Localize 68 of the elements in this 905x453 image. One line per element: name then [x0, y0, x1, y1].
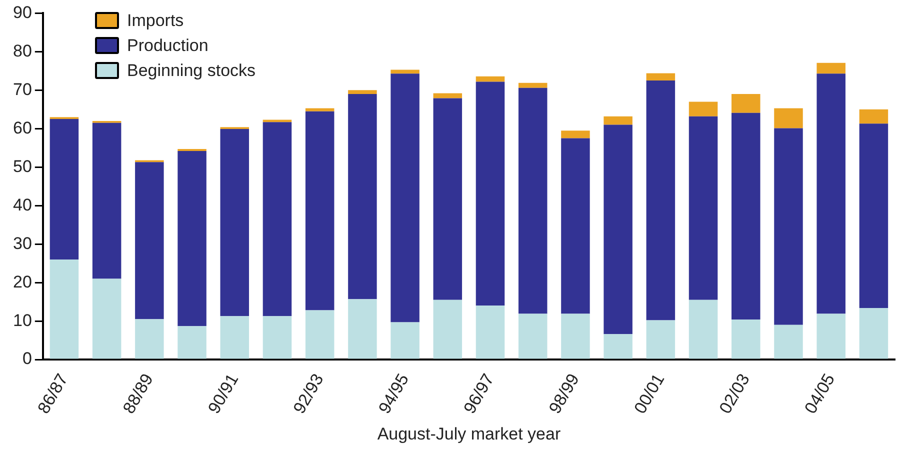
y-tick-label: 30: [12, 234, 32, 253]
bar: [433, 300, 462, 359]
bar: [604, 124, 632, 334]
bar: [262, 316, 292, 359]
bar: [518, 88, 548, 314]
bar: [262, 122, 292, 316]
bar: [476, 82, 505, 306]
bar: [859, 109, 888, 124]
bar: [390, 70, 420, 74]
bar: [92, 122, 122, 279]
y-tick-label: 10: [12, 310, 32, 330]
bar: [688, 116, 718, 300]
bar: [390, 74, 420, 322]
bar: [561, 130, 590, 138]
legend-label: Production: [127, 36, 208, 56]
bar: [604, 334, 632, 359]
y-tick-label: 0: [22, 349, 32, 368]
bar: [305, 108, 334, 112]
bar: [646, 73, 676, 81]
legend-label: Imports: [127, 10, 184, 30]
bar: [220, 129, 250, 316]
bar: [92, 278, 122, 359]
bar: [646, 80, 676, 320]
bar: [732, 320, 760, 359]
bar: [732, 94, 760, 113]
bar: [774, 324, 803, 359]
bar: [50, 119, 79, 260]
y-tick-label: 80: [12, 41, 32, 60]
bar: [774, 128, 803, 325]
bar: [178, 326, 206, 359]
bar: [518, 314, 548, 359]
bar: [732, 112, 760, 320]
bar: [135, 319, 164, 359]
bar: [518, 82, 548, 88]
x-axis-title: August-July market year: [377, 424, 561, 444]
bar: [816, 62, 846, 74]
bar: [348, 90, 377, 94]
bar: [816, 74, 846, 314]
bar: [348, 94, 377, 300]
bar: [305, 111, 334, 310]
bar: [476, 76, 505, 82]
bar: [178, 150, 206, 326]
bar: [50, 260, 79, 359]
bar: [688, 102, 718, 116]
bar: [774, 108, 803, 128]
bar: [859, 308, 888, 359]
legend-label: Beginning stocks: [127, 60, 256, 80]
y-tick-label: 40: [12, 195, 32, 214]
bar: [390, 322, 420, 359]
bar: [476, 306, 505, 359]
y-tick-label: 90: [12, 2, 32, 22]
bar: [433, 98, 462, 300]
y-tick-label: 20: [12, 272, 32, 292]
bar: [604, 116, 632, 125]
bar: [135, 162, 164, 320]
bar: [561, 314, 590, 359]
bar: [816, 314, 846, 359]
bar: [305, 310, 334, 359]
bar: [348, 299, 377, 359]
y-tick-label: 50: [12, 156, 32, 176]
bar: [859, 124, 888, 308]
bar: [220, 316, 250, 359]
y-tick-label: 70: [12, 80, 32, 99]
y-tick-label: 60: [12, 118, 32, 138]
bar: [561, 138, 590, 314]
bar: [646, 320, 676, 359]
bar: [433, 93, 462, 98]
bar: [688, 300, 718, 359]
